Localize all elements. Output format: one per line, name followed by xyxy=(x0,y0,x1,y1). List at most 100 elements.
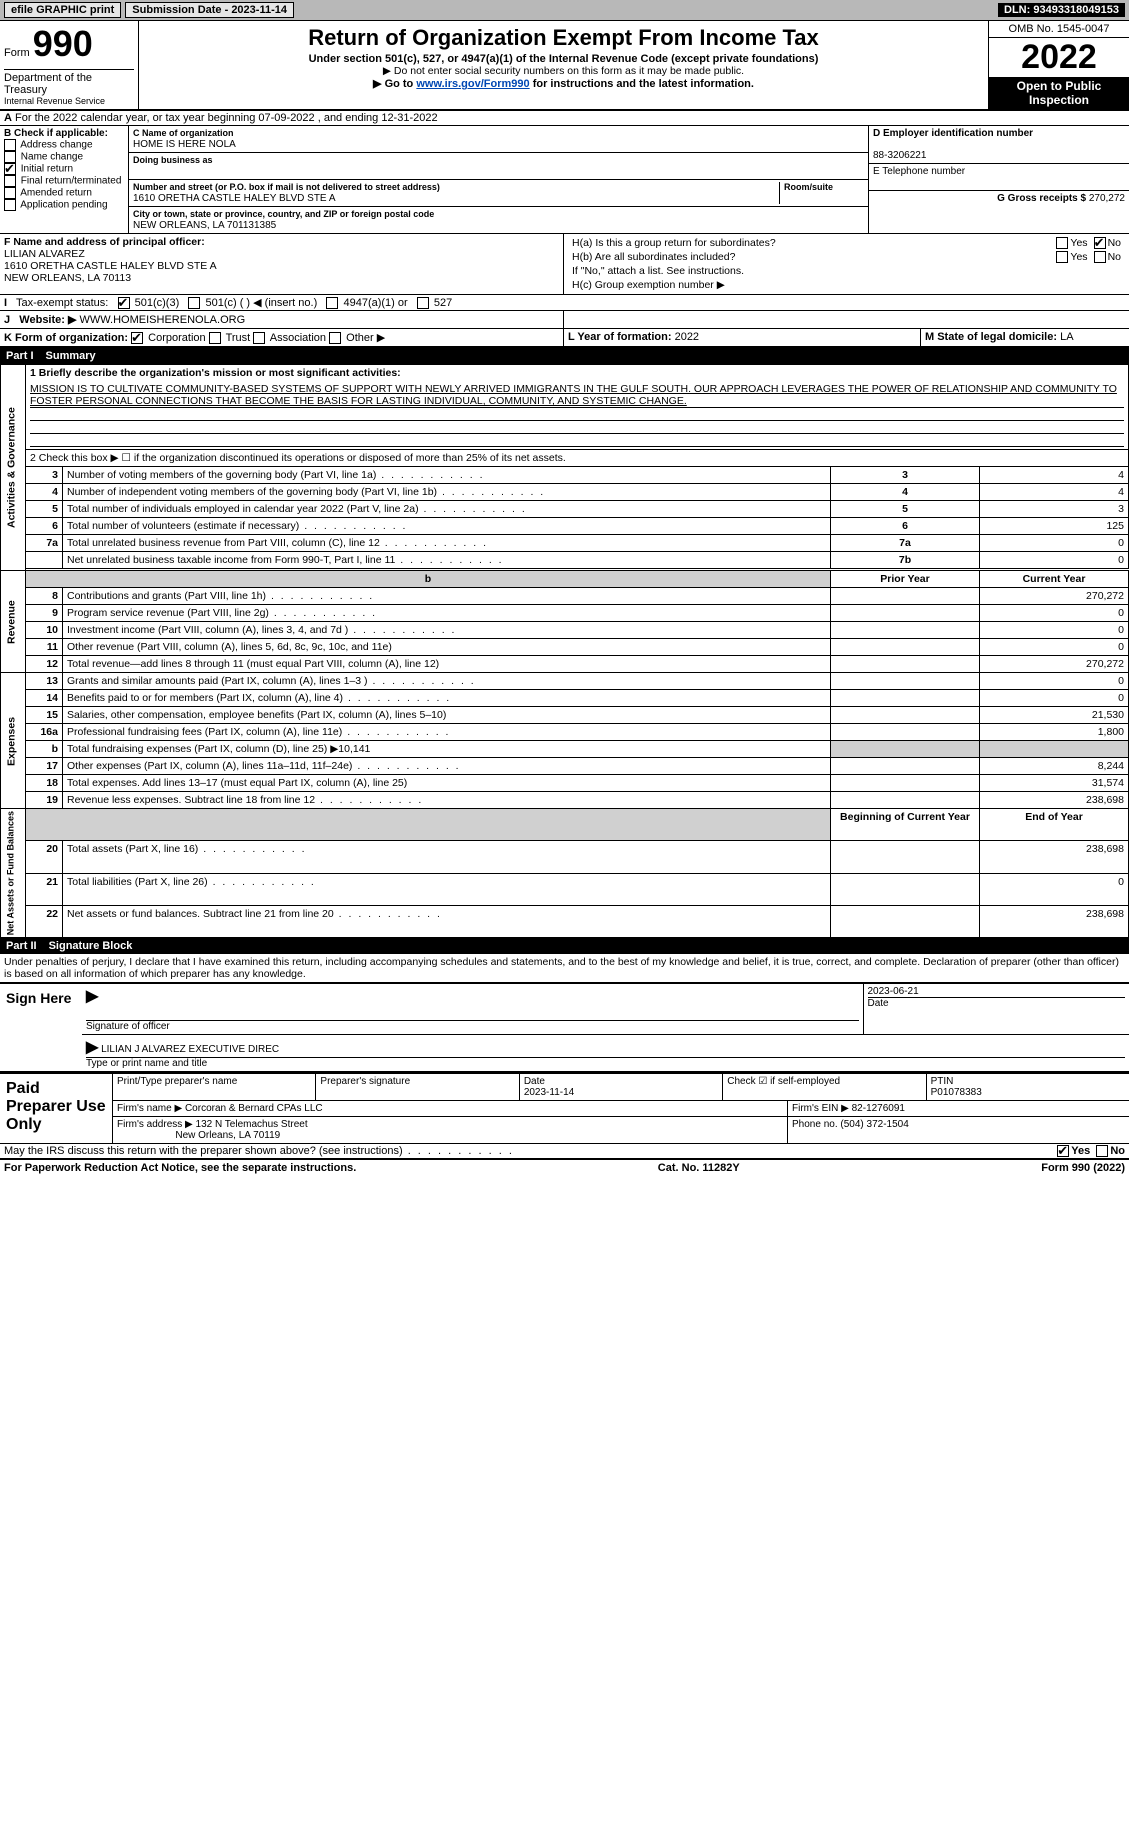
cb-hb-no[interactable] xyxy=(1094,251,1106,263)
er5-p xyxy=(831,758,980,775)
ptin-value: P01078383 xyxy=(931,1087,982,1098)
cb-assoc[interactable] xyxy=(253,332,265,344)
cb-discuss-yes[interactable] xyxy=(1057,1145,1069,1157)
cb-initial-return[interactable] xyxy=(4,163,16,175)
footer-mid: Cat. No. 11282Y xyxy=(658,1162,740,1174)
cb-ha-yes[interactable] xyxy=(1056,237,1068,249)
form-org-row: K Form of organization: Corporation Trus… xyxy=(0,329,1129,348)
b-label: b xyxy=(26,571,831,588)
line2-text: 2 Check this box ▶ ☐ if the organization… xyxy=(26,450,1129,467)
block-bcd: B Check if applicable: Address change Na… xyxy=(0,126,1129,234)
er7-c: 238,698 xyxy=(980,792,1129,809)
er1-c: 0 xyxy=(980,690,1129,707)
officer-addr1: 1610 ORETHA CASTLE HALEY BLVD STE A xyxy=(4,260,217,272)
er3-t: Professional fundraising fees (Part IX, … xyxy=(63,724,831,741)
tax-status-label: Tax-exempt status: xyxy=(16,297,108,309)
er6-t: Total expenses. Add lines 13–17 (must eq… xyxy=(63,775,831,792)
omb-number: OMB No. 1545-0047 xyxy=(989,21,1129,38)
na2-b xyxy=(831,906,980,938)
part2-header: Part II Signature Block xyxy=(0,938,1129,954)
cb-app-pending[interactable] xyxy=(4,199,16,211)
header-left: Form 990 Department of the Treasury Inte… xyxy=(0,21,139,109)
na0-t: Total assets (Part X, line 16) xyxy=(63,841,831,873)
gr1-v: 4 xyxy=(980,484,1129,501)
dba-label: Doing business as xyxy=(133,155,213,165)
sig-date: 2023-06-21 xyxy=(868,986,919,997)
part1-label: Part I xyxy=(6,350,34,362)
period-text: For the 2022 calendar year, or tax year … xyxy=(15,112,438,124)
hdr-prior: Prior Year xyxy=(831,571,980,588)
firm-phone-label: Phone no. xyxy=(792,1119,838,1130)
rr3-t: Other revenue (Part VIII, column (A), li… xyxy=(63,639,831,656)
rr1-c: 0 xyxy=(980,605,1129,622)
er0-t: Grants and similar amounts paid (Part IX… xyxy=(63,673,831,690)
lbl-initial-return: Initial return xyxy=(21,164,73,175)
h-b-label: H(b) Are all subordinates included? xyxy=(572,251,1056,263)
preparer-sig-label: Preparer's signature xyxy=(316,1074,519,1100)
gr5-n xyxy=(26,552,63,569)
declaration: Under penalties of perjury, I declare th… xyxy=(0,954,1129,982)
cb-amended[interactable] xyxy=(4,187,16,199)
opt-501c3: 501(c)(3) xyxy=(135,297,180,309)
submission-date-button[interactable]: Submission Date - 2023-11-14 xyxy=(125,2,294,18)
instructions-line: ▶ Go to www.irs.gov/Form990 for instruct… xyxy=(145,77,982,90)
na1-n: 21 xyxy=(26,873,63,905)
print-name-label: Print/Type preparer's name xyxy=(113,1074,316,1100)
rr4-c: 270,272 xyxy=(980,656,1129,673)
vert-revenue: Revenue xyxy=(1,571,26,673)
gr1-box: 4 xyxy=(831,484,980,501)
na1-t: Total liabilities (Part X, line 26) xyxy=(63,873,831,905)
website-label: Website: ▶ xyxy=(19,314,76,326)
gr0-n: 3 xyxy=(26,467,63,484)
cb-address-change[interactable] xyxy=(4,139,16,151)
na1-e: 0 xyxy=(980,873,1129,905)
opt-4947: 4947(a)(1) or xyxy=(343,297,407,309)
cb-4947[interactable] xyxy=(326,297,338,309)
er0-c: 0 xyxy=(980,673,1129,690)
lbl-amended: Amended return xyxy=(20,188,92,199)
cb-other[interactable] xyxy=(329,332,341,344)
rr4-p xyxy=(831,656,980,673)
rr1-t: Program service revenue (Part VIII, line… xyxy=(63,605,831,622)
part1-header: Part I Summary xyxy=(0,348,1129,364)
f-label: F Name and address of principal officer: xyxy=(4,236,205,248)
ein-label: D Employer identification number xyxy=(873,128,1033,139)
ein-value: 88-3206221 xyxy=(873,150,926,161)
discuss-question: May the IRS discuss this return with the… xyxy=(4,1145,1057,1157)
lbl-final-return: Final return/terminated xyxy=(21,176,122,187)
form-prefix: Form xyxy=(4,47,30,59)
rr1-p xyxy=(831,605,980,622)
discuss-no: No xyxy=(1110,1145,1125,1157)
er2-n: 15 xyxy=(26,707,63,724)
gross-receipts-value: 270,272 xyxy=(1089,193,1125,204)
irs-label: Internal Revenue Service xyxy=(4,96,134,106)
cb-final-return[interactable] xyxy=(4,175,16,187)
header-right: OMB No. 1545-0047 2022 Open to Public In… xyxy=(988,21,1129,109)
cb-trust[interactable] xyxy=(209,332,221,344)
er2-c: 21,530 xyxy=(980,707,1129,724)
vert-expenses: Expenses xyxy=(1,673,26,809)
firm-name-label: Firm's name ▶ xyxy=(117,1103,182,1114)
sig-officer-label: Signature of officer xyxy=(86,1020,859,1032)
gr4-n: 7a xyxy=(26,535,63,552)
cb-discuss-no[interactable] xyxy=(1096,1145,1108,1157)
rr2-t: Investment income (Part VIII, column (A)… xyxy=(63,622,831,639)
er7-p xyxy=(831,792,980,809)
cb-527[interactable] xyxy=(417,297,429,309)
cb-corp[interactable] xyxy=(131,332,143,344)
tax-year: 2022 xyxy=(989,38,1129,77)
irs-form990-link[interactable]: www.irs.gov/Form990 xyxy=(416,78,529,90)
state-domicile: LA xyxy=(1060,331,1073,343)
cb-ha-no[interactable] xyxy=(1094,237,1106,249)
c-name-label: C Name of organization xyxy=(133,128,234,138)
cb-hb-yes[interactable] xyxy=(1056,251,1068,263)
opt-527: 527 xyxy=(434,297,452,309)
gr1-n: 4 xyxy=(26,484,63,501)
city-label: City or town, state or province, country… xyxy=(133,209,434,219)
er0-p xyxy=(831,673,980,690)
year-formation: 2022 xyxy=(675,331,699,343)
cb-501c3[interactable] xyxy=(118,297,130,309)
cb-501c[interactable] xyxy=(188,297,200,309)
tax-period-line: A For the 2022 calendar year, or tax yea… xyxy=(0,111,1129,126)
header-mid: Return of Organization Exempt From Incom… xyxy=(139,21,988,109)
